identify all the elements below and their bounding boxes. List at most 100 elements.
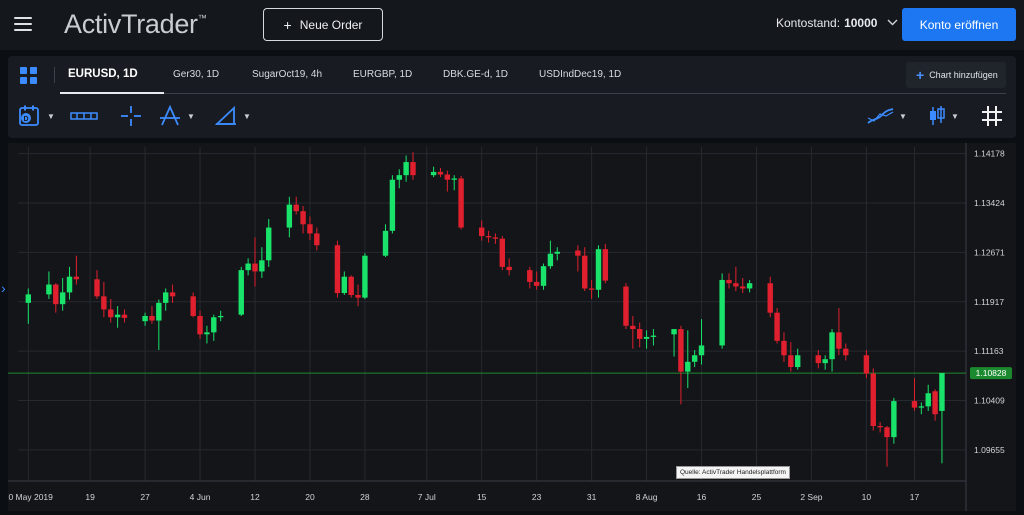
candle-up: [142, 315, 148, 322]
caret-down-icon: ▼: [243, 111, 251, 121]
candle-up: [671, 329, 677, 335]
caret-down-icon: ▼: [187, 111, 195, 121]
candle-down: [307, 224, 313, 234]
candle-up: [403, 162, 409, 176]
candle-up: [554, 251, 560, 254]
date-tick-label: 27: [140, 492, 150, 502]
tab-usdinddec19[interactable]: USDIndDec19, 1D: [539, 69, 622, 80]
candle-up: [595, 249, 602, 290]
plus-icon: +: [916, 67, 925, 83]
candle-up: [430, 171, 437, 176]
balance-label: Kontostand:: [776, 16, 841, 30]
candle-down: [533, 281, 540, 286]
add-chart-button[interactable]: + Chart hinzufügen: [906, 62, 1006, 88]
candle-down: [843, 348, 849, 356]
candle-down: [300, 211, 306, 225]
candle-down: [781, 340, 787, 356]
grid-toggle-tool[interactable]: [980, 102, 1004, 130]
top-bar: ActivTrader™ + Neue Order Kontostand: 10…: [0, 0, 1024, 50]
candle-down: [94, 279, 100, 297]
candle-up: [925, 393, 931, 407]
candle-down: [740, 286, 746, 289]
menu-icon[interactable]: [14, 17, 32, 31]
candle-down: [492, 237, 499, 239]
tab-eurgbp[interactable]: EURGBP, 1D: [353, 69, 413, 80]
interval-tool[interactable]: [70, 102, 98, 130]
candle-up: [650, 335, 657, 337]
caret-down-icon: ▼: [47, 111, 55, 121]
calendar-icon: D: [19, 105, 39, 126]
chart-type-tool[interactable]: ▼: [928, 102, 959, 130]
candle-down: [788, 355, 794, 368]
price-tick-label: 1.09655: [974, 445, 1005, 455]
candle-down: [437, 171, 444, 175]
candle-up: [238, 270, 244, 315]
candle-down: [733, 283, 739, 287]
candlestick-chart[interactable]: 1.09655 1.10409 1.11163 1.11917 1.12671 1.134…: [8, 143, 1016, 511]
layout-grid-icon[interactable]: [20, 67, 38, 85]
indicator-tool[interactable]: ▼: [866, 102, 907, 130]
candle-up: [266, 227, 272, 261]
candle-down: [149, 315, 155, 321]
new-order-button[interactable]: + Neue Order: [263, 8, 383, 41]
candle-down: [602, 249, 609, 281]
date-tick-label: 10: [862, 492, 872, 502]
chart-panel: EURUSD, 1D Ger30, 1D SugarOct19, 4h EURG…: [8, 56, 1016, 138]
price-tick-label: 1.11163: [974, 346, 1004, 356]
candle-down: [911, 401, 918, 408]
logo[interactable]: ActivTrader™: [64, 9, 207, 39]
shape-tool[interactable]: ▼: [214, 102, 251, 130]
candle-down: [190, 296, 196, 316]
price-tick-label: 1.14178: [974, 149, 1005, 159]
candle-down: [678, 329, 684, 372]
account-balance-dropdown[interactable]: Kontostand: 10000: [776, 16, 898, 30]
svg-text:D: D: [23, 116, 28, 123]
candle-down: [293, 204, 299, 212]
date-range-tool[interactable]: D ▼: [18, 102, 55, 130]
candle-type-icon: [930, 106, 945, 125]
drawing-tool[interactable]: ▼: [158, 102, 195, 130]
candle-down: [485, 236, 492, 238]
candle-down: [863, 355, 870, 374]
chevron-down-icon: [887, 18, 898, 29]
open-account-button[interactable]: Konto eröffnen: [902, 8, 1016, 41]
date-tick-label: 8 Aug: [636, 492, 658, 502]
date-tick-label: 19: [85, 492, 95, 502]
crosshair-tool[interactable]: [120, 102, 142, 130]
source-label: Quelle: ActivTrader Handelsplattform: [676, 466, 790, 479]
date-tick-label: 2 Sep: [800, 492, 822, 502]
balance-value: 10000: [844, 16, 878, 30]
date-tick-label: 16: [697, 492, 707, 502]
candle-up: [698, 345, 705, 356]
candle-up: [918, 406, 925, 408]
plus-icon: +: [283, 16, 292, 33]
candle-up: [746, 283, 753, 289]
tab-dbk[interactable]: DBK.GE-d, 1D: [443, 69, 509, 80]
candle-up: [59, 292, 66, 305]
candle-down: [636, 329, 643, 339]
candle-down: [73, 276, 80, 280]
candle-down: [478, 227, 485, 237]
date-tick-label: 10 May 2019: [8, 492, 53, 502]
candle-up: [66, 276, 73, 293]
candle-up: [25, 294, 32, 303]
price-chart[interactable]: 1.09655 1.10409 1.11163 1.11917 1.12671 1.134…: [8, 143, 1016, 511]
shape-icon: [214, 105, 236, 125]
add-chart-label: Chart hinzufügen: [929, 70, 998, 80]
candle-down: [314, 233, 320, 246]
candle-up: [540, 266, 547, 286]
interval-icon: [70, 112, 98, 120]
candle-up: [891, 401, 897, 438]
chevron-right-icon[interactable]: ›: [1, 280, 6, 296]
tab-ger30[interactable]: Ger30, 1D: [173, 69, 220, 80]
date-tick-label: 4 Jun: [190, 492, 211, 502]
grid-toggle-icon: [982, 106, 1002, 126]
crosshair-icon: [121, 106, 141, 126]
candle-down: [101, 296, 107, 310]
candle-down: [630, 325, 636, 330]
candle-down: [355, 295, 361, 298]
candle-down: [767, 283, 773, 313]
tab-eurusd[interactable]: EURUSD, 1D: [68, 68, 138, 80]
candle-up: [829, 332, 835, 360]
tab-sugaroct19[interactable]: SugarOct19, 4h: [252, 69, 323, 80]
